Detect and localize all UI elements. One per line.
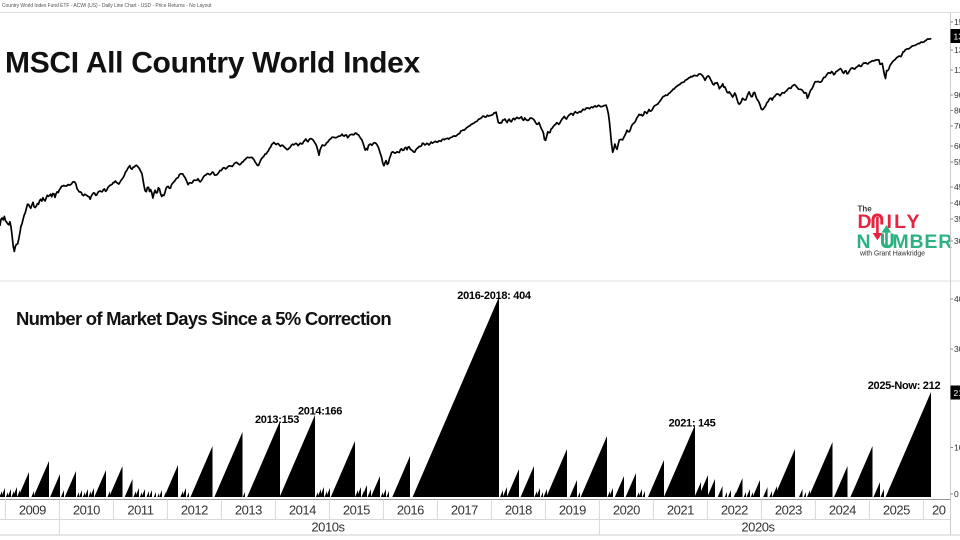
svg-text:150: 150 — [954, 17, 960, 27]
svg-text:139.58: 139.58 — [954, 32, 960, 42]
svg-text:110: 110 — [954, 65, 960, 75]
svg-text:55: 55 — [954, 157, 960, 167]
svg-text:N: N — [857, 231, 871, 253]
svg-text:2014: 2014 — [289, 503, 316, 518]
svg-text:2010s: 2010s — [311, 520, 345, 535]
svg-text:2024: 2024 — [829, 503, 856, 518]
svg-text:The: The — [858, 205, 873, 214]
svg-text:130: 130 — [954, 45, 960, 55]
svg-text:2013: 2013 — [235, 503, 262, 518]
svg-text:MBER: MBER — [893, 231, 954, 253]
svg-text:100: 100 — [954, 443, 960, 453]
svg-text:0: 0 — [954, 489, 959, 499]
svg-text:2019: 2019 — [559, 503, 586, 518]
svg-text:2010: 2010 — [73, 503, 100, 518]
svg-text:2016-2018: 404: 2016-2018: 404 — [457, 290, 532, 302]
svg-text:2013:153: 2013:153 — [255, 414, 299, 426]
svg-text:2014:166: 2014:166 — [298, 406, 342, 418]
svg-text:30: 30 — [954, 236, 960, 246]
svg-text:Number of Market Days Since a: Number of Market Days Since a 5% Correct… — [16, 308, 391, 329]
svg-text:2011: 2011 — [127, 503, 153, 518]
svg-text:2025: 2025 — [883, 503, 910, 518]
svg-text:300: 300 — [954, 344, 960, 354]
svg-text:2025-Now: 212: 2025-Now: 212 — [868, 380, 941, 392]
svg-text:2016: 2016 — [397, 503, 424, 518]
svg-text:2022: 2022 — [721, 503, 748, 518]
svg-text:ILY: ILY — [887, 211, 922, 233]
svg-text:2023: 2023 — [775, 503, 802, 518]
svg-text:2021: 145: 2021: 145 — [669, 418, 716, 430]
svg-text:2012: 2012 — [181, 503, 208, 518]
svg-text:60: 60 — [954, 141, 960, 151]
svg-text:2009: 2009 — [19, 503, 46, 518]
svg-text:2018: 2018 — [505, 503, 532, 518]
svg-text:D: D — [858, 211, 872, 233]
svg-text:2020s: 2020s — [741, 520, 775, 535]
svg-text:2020: 2020 — [613, 503, 640, 518]
svg-text:Country World Index Fund ETF -: Country World Index Fund ETF - ACWI (US)… — [2, 3, 212, 9]
svg-text:45: 45 — [954, 182, 960, 192]
svg-text:80: 80 — [954, 106, 960, 116]
svg-text:2021: 2021 — [667, 503, 694, 518]
svg-text:with Grant Hawkridge: with Grant Hawkridge — [859, 251, 925, 258]
svg-text:400: 400 — [954, 294, 960, 304]
svg-text:2015: 2015 — [343, 503, 370, 518]
svg-text:20: 20 — [932, 503, 946, 518]
svg-text:70: 70 — [954, 121, 960, 131]
svg-text:212: 212 — [954, 388, 960, 398]
svg-text:2017: 2017 — [451, 503, 478, 518]
svg-text:90: 90 — [954, 90, 960, 100]
svg-text:40: 40 — [954, 198, 960, 208]
svg-text:35: 35 — [954, 214, 960, 224]
svg-text:MSCI All Country World Index: MSCI All Country World Index — [5, 47, 421, 80]
